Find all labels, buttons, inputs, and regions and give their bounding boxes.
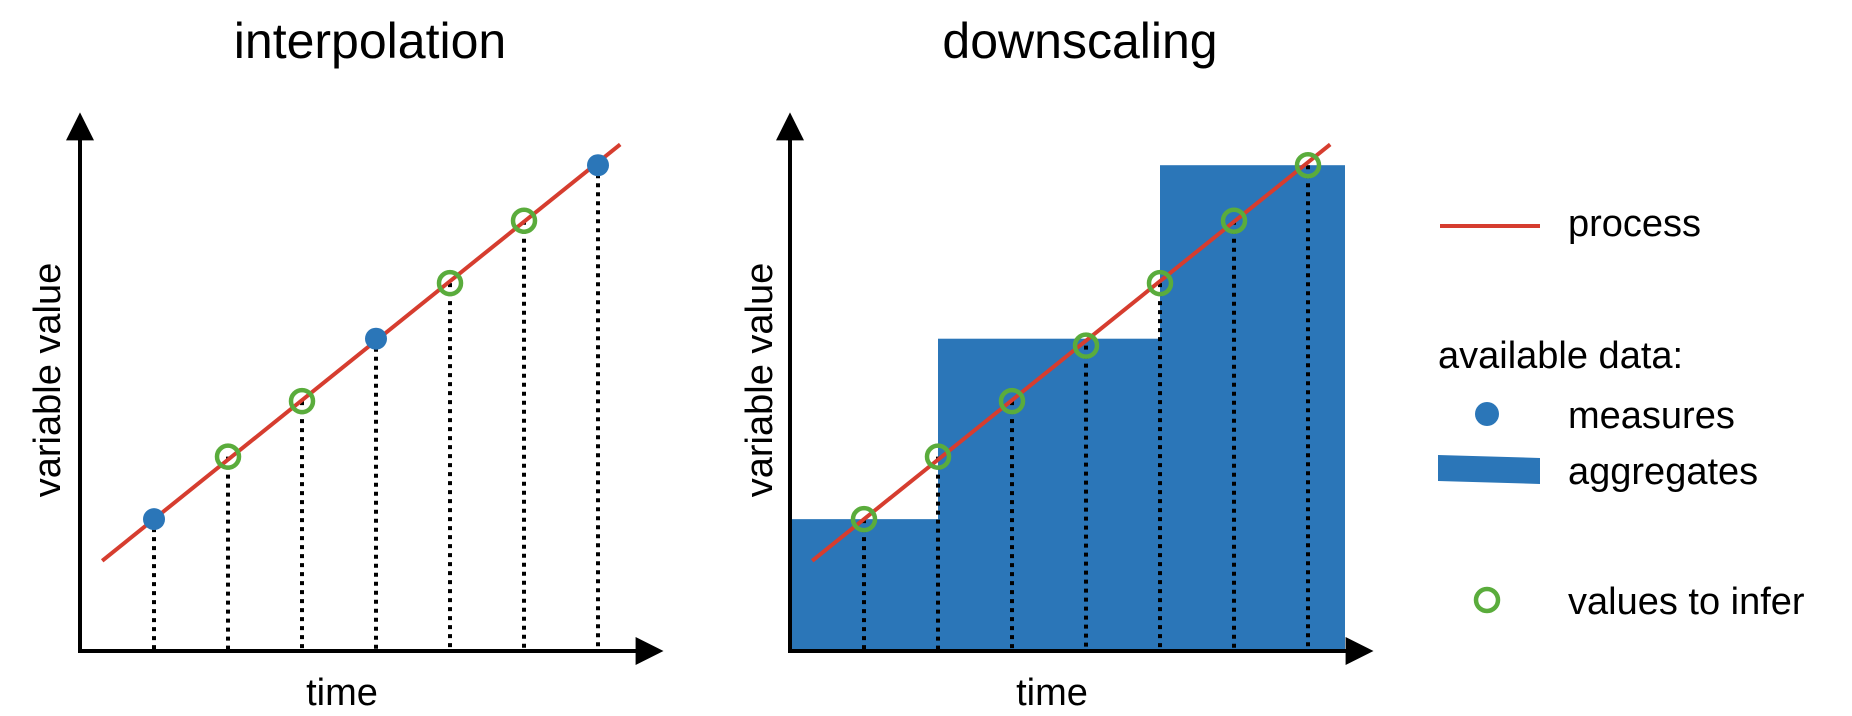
infer-point-1 (850, 505, 878, 533)
interpolation-marks (100, 142, 622, 651)
downscaling-title: downscaling (942, 13, 1217, 69)
interpolation-panel: interpolation time variable value (27, 13, 664, 714)
interpolation-title: interpolation (234, 13, 506, 69)
infer-point-4 (510, 207, 538, 234)
legend-available-data-heading: available data: (1438, 335, 1683, 377)
downscaling-y-label: variable value (739, 263, 781, 497)
interpolation-x-label: time (306, 672, 378, 714)
legend-aggregates-label: aggregates (1568, 451, 1758, 493)
infer-point-6 (1220, 207, 1248, 234)
measure-point-2 (365, 327, 387, 350)
infer-point-3 (998, 387, 1026, 415)
infer-point-7 (1294, 151, 1322, 179)
aggregate-bar-2 (938, 338, 1160, 651)
legend-process-label: process (1568, 203, 1701, 245)
legend-measures-swatch (1475, 402, 1499, 426)
measure-point-3 (587, 154, 609, 177)
infer-point-1 (214, 443, 242, 470)
downscaling-marks (790, 142, 1345, 651)
infer-point-5 (1146, 269, 1174, 297)
legend: process available data: measures aggrega… (1438, 203, 1805, 623)
downscaling-x-label: time (1016, 672, 1088, 714)
process-line (100, 142, 622, 563)
infer-point-3 (436, 269, 464, 297)
aggregate-bar-3 (1160, 165, 1345, 651)
legend-measures-label: measures (1568, 395, 1735, 437)
downscaling-panel: downscaling time variable value (739, 13, 1374, 714)
infer-point-4 (1072, 332, 1100, 359)
legend-values-to-infer-swatch (1473, 586, 1501, 614)
infer-point-2 (288, 387, 316, 415)
interpolation-y-label: variable value (27, 263, 69, 497)
infer-point-2 (924, 443, 952, 470)
measure-point-1 (143, 508, 165, 531)
legend-aggregates-swatch (1438, 455, 1540, 484)
legend-values-to-infer-label: values to infer (1568, 581, 1805, 623)
